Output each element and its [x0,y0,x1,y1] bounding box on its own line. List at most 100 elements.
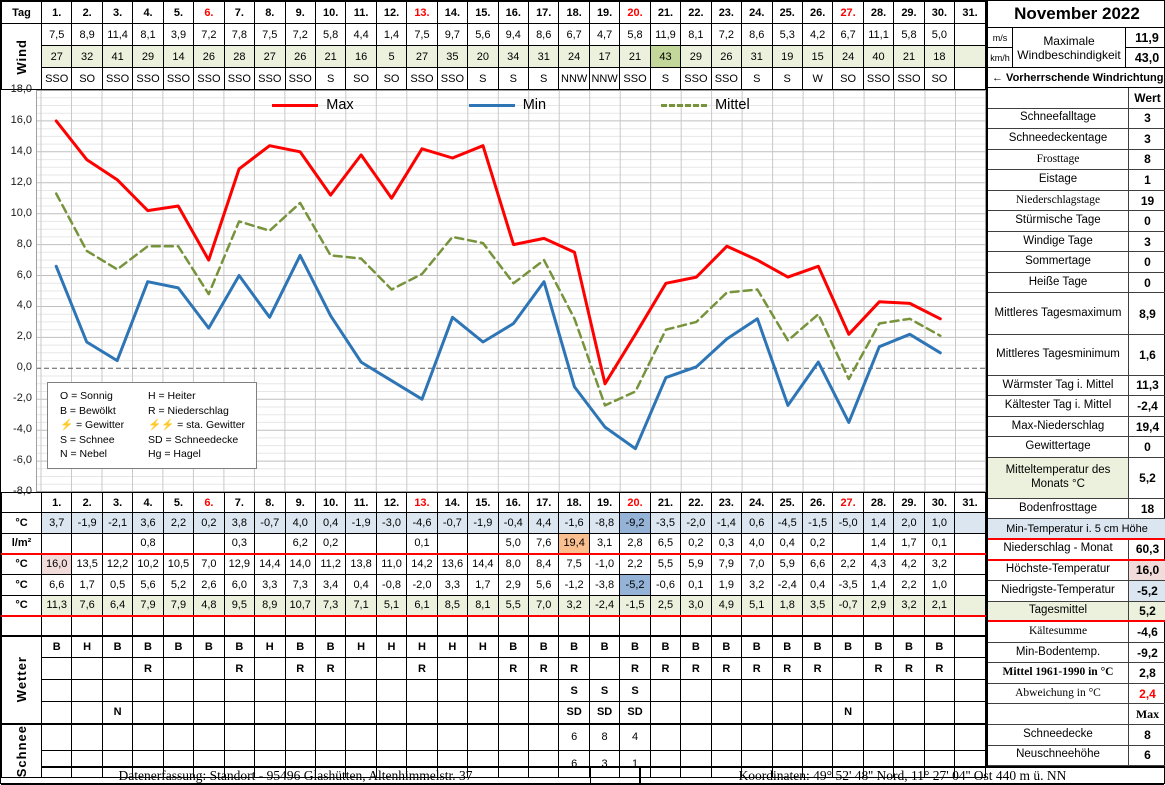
weather-code-cell [680,701,712,724]
weather-code-cell: B [162,634,195,658]
niederschlag-cell [375,533,408,555]
day-axis-cell: 26. [801,492,834,513]
tagesmittel-cell: 2,1 [923,595,956,617]
sidebar-stat-row: Neuschneehöhe 6 [988,745,1165,767]
niederschlag-cell [467,533,499,555]
tagesmittel-cell: 3,2 [893,595,925,617]
weather-code-cell [254,679,286,702]
stat-value: 0 [1128,437,1165,457]
day-header-cell: 30. [923,1,956,24]
wetter-row-label-text: Wetter [14,656,29,703]
wind-row-label: Wind [1,23,42,90]
min-temp-5cm-cell: 3,7 [40,512,73,534]
code-symbol: S [60,433,68,446]
weather-code-cell: R [923,657,956,680]
wind-ms-cell: 7,5 [40,23,73,46]
code-symbol: H [148,390,156,402]
wind-dir-cell: S [467,67,499,90]
tagesmittel-cell: 5,1 [375,595,408,617]
wind-max-ms-value: 11,9 [1126,28,1165,48]
spacer-cell [101,615,134,636]
weather-code-cell [40,679,73,702]
niederschlag-cell: 0,8 [132,533,164,555]
stat-value: 2,4 [1128,683,1165,704]
coordinates-text: Koordinaten: 49° 52' 48'' Nord, 11° 27' … [738,767,1067,783]
wind-kmh-cell: 20 [467,45,499,68]
snow-depth-cell [193,722,225,751]
sidebar-stat-row: Schneedeckentage 3 [988,129,1165,150]
stat-value: 1,6 [1128,334,1165,375]
stat-value: 8,9 [1128,293,1165,334]
day-header-cell: 8. [254,1,286,24]
day-header-cell: 19. [588,1,621,24]
snow-depth-cell [862,749,895,778]
day-axis-cell: 22. [680,492,712,513]
day-header-cell: 11. [345,1,377,24]
snow-depth-cell: 4 [619,722,651,751]
weather-code-cell [923,701,956,724]
day-header-cell: 16. [497,1,530,24]
weather-code-cell: R [223,657,256,680]
hoechste-temp-cell: 14,4 [467,553,499,575]
niederschlag-cell: 4,0 [741,533,773,555]
weather-code-cell [436,657,469,680]
stat-label: Mittleres Tagesminimum [996,347,1120,360]
day-axis-cell: 18. [558,492,590,513]
wind-ms-cell: 8,6 [741,23,773,46]
hoechste-temp-cell: 12,2 [101,553,134,575]
weather-code-cell [954,679,986,702]
stat-label: Tagesmittel [988,601,1128,621]
day-axis-cell: 5. [162,492,195,513]
snow-depth-cell [741,722,773,751]
stat-label: Mitteltemperatur des Monats °C [988,457,1128,498]
weather-code-cell [923,679,956,702]
niedrigste-temp-cell: 2,6 [193,574,225,596]
hoechste-temp-cell: 2,2 [832,553,864,575]
day-axis-cell: 2. [71,492,103,513]
sidebar-stat-row: Windige Tage 3 [988,231,1165,253]
wind-kmh-cell: 16 [345,45,377,68]
min-temp-5cm-cell: -5,0 [832,512,864,534]
weather-code-cell: H [71,634,103,658]
niedrigste-temp-cell: 0,4 [345,574,377,596]
wind-kmh-cell: 27 [254,45,286,68]
wind-ms-cell: 7,2 [710,23,743,46]
sidebar-stat-row: Max [988,704,1165,725]
weather-code-cell [832,657,864,680]
niederschlag-cell [193,533,225,555]
sidebar-stat-row: Mitteltemperatur des Monats °C 5,2 [988,457,1165,499]
min-temp-5cm-cell: -1,9 [71,512,103,534]
y-axis-label: 16,0 [10,113,32,126]
day-header-cell: 17. [527,1,560,24]
wind-row-label-text: Wind [14,38,29,75]
niederschlag-cell: 0,2 [801,533,834,555]
snow-depth-cell [314,749,347,778]
hoechste-temp-cell: 13,5 [71,553,103,575]
weather-code-cell [680,679,712,702]
spacer-cell [406,615,438,636]
y-axis-label: 0,0 [16,361,32,374]
min-temp-5cm-cell: -8,8 [588,512,621,534]
snow-depth-cell [284,749,316,778]
daily-data-table: 1. 2. 3. 4. 5. 6. 7. 8. 9. 10. 11. 12. 13. 14. 15. 16. 1… [1,492,986,778]
wind-ms-cell: 5,8 [314,23,347,46]
wind-kmh-cell: 24 [558,45,590,68]
weather-code-cell [649,701,682,724]
weather-code-cell [314,679,347,702]
snow-depth-cell [254,749,286,778]
stat-label: Sommertage [1025,255,1091,268]
weather-code-cell: B [193,634,225,658]
weather-code-legend-item: B = Bewölkt [60,404,116,417]
spacer-cell [649,615,682,636]
weather-code-legend-item: S = Schnee [60,433,115,446]
weather-code-cell [40,701,73,724]
snow-depth-cell [710,722,743,751]
niederschlag-cell: 1,4 [862,533,895,555]
min-temp-5cm-cell: 3,6 [132,512,164,534]
snow-depth-cell [345,749,377,778]
niedrigste-temp-cell: -5,2 [619,574,651,596]
wind-ms-cell: 8,9 [71,23,103,46]
stat-value: 0 [1128,211,1165,231]
weather-code-legend: O = Sonnig H = Heiter B = Bewölkt R = Niede… [47,382,257,469]
niedrigste-temp-cell: 5,6 [527,574,560,596]
